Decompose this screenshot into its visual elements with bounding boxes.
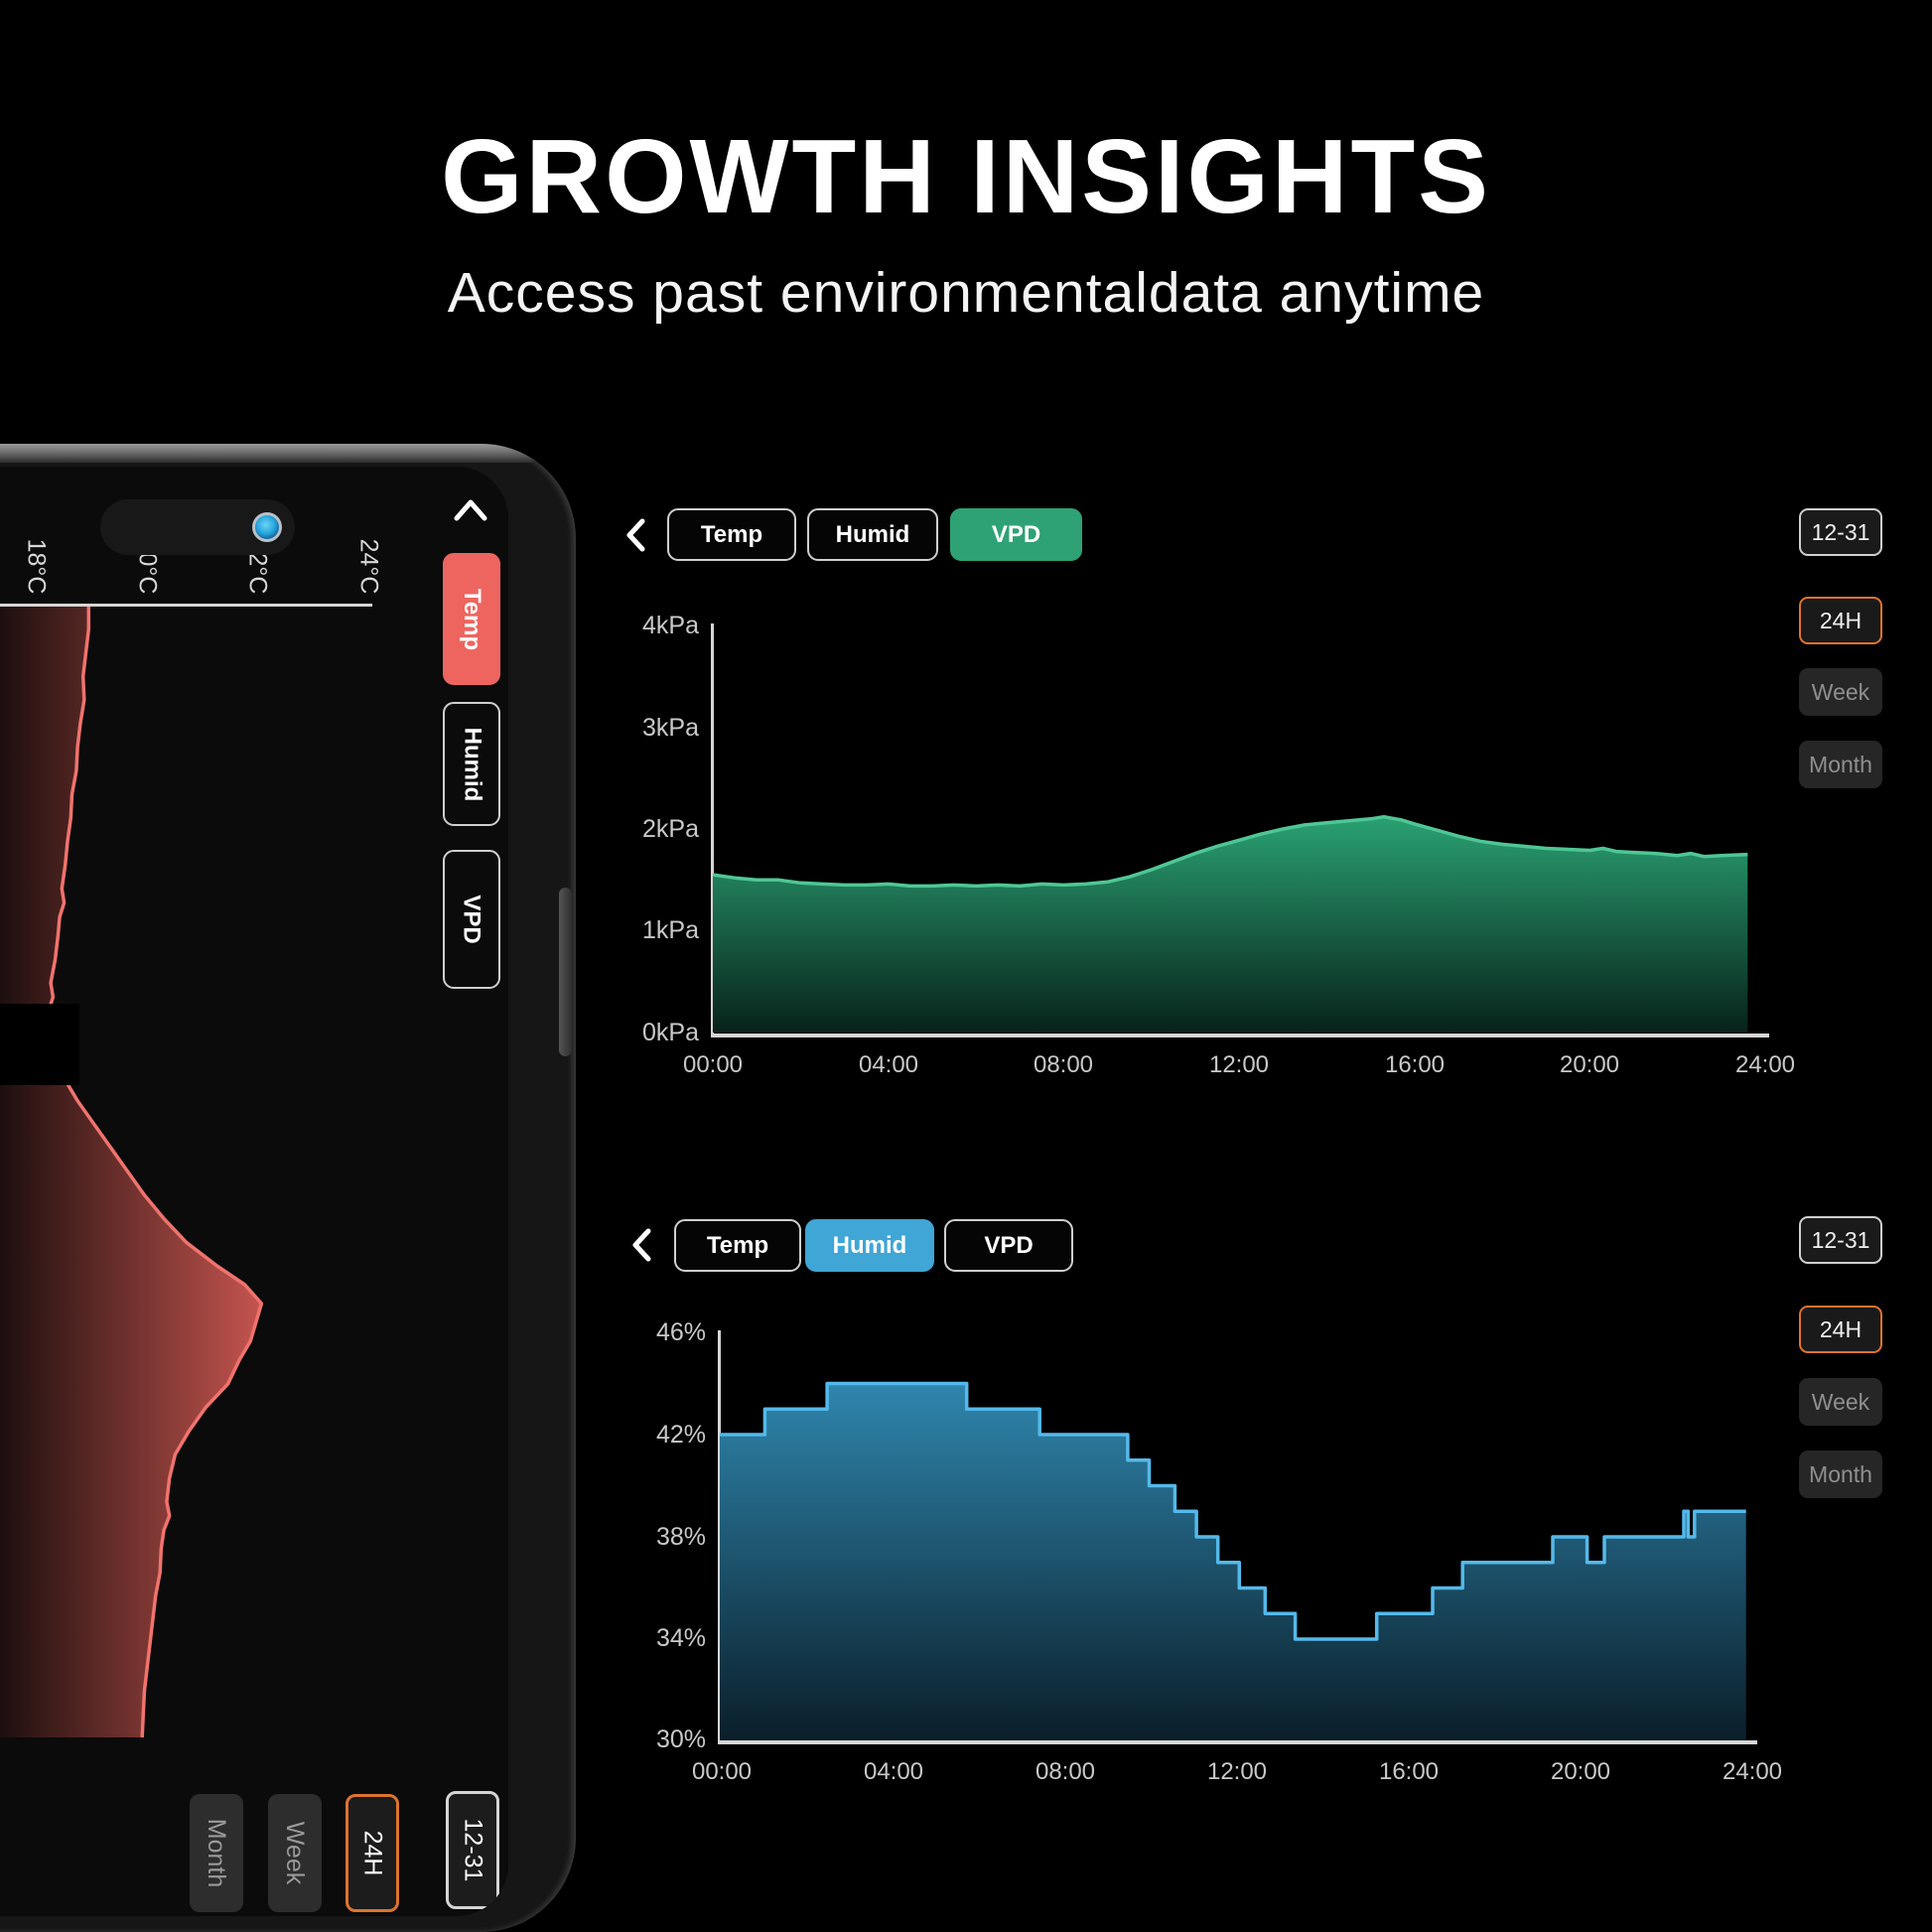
tab-temp-top[interactable]: Temp	[667, 508, 796, 561]
range-month-top-label: Month	[1809, 751, 1872, 777]
range-week-bottom-label: Week	[1811, 1388, 1870, 1415]
phone-range-24h-label: 24H	[358, 1830, 387, 1876]
x-tick: 24:00	[1734, 1051, 1796, 1078]
tab-vpd-top[interactable]: VPD	[950, 508, 1082, 561]
phone-range-date-label: 12-31	[459, 1818, 487, 1882]
x-tick: 24:00	[1722, 1758, 1783, 1785]
page-title: GROWTH INSIGHTS	[441, 118, 1491, 235]
x-tick: 04:00	[858, 1051, 919, 1078]
phone-tab-humid-label: Humid	[459, 727, 486, 801]
phone-tab-temp[interactable]: Temp	[443, 553, 500, 685]
x-tick: 08:00	[1035, 1758, 1096, 1785]
y-tick: 30%	[655, 1725, 706, 1753]
phone-range-date[interactable]: 12-31	[446, 1791, 499, 1909]
y-tick: 3kPa	[642, 714, 699, 742]
phone-range-month[interactable]: Month	[190, 1794, 243, 1912]
phone-axis-line	[0, 604, 372, 607]
range-week-top-label: Week	[1811, 678, 1870, 705]
y-tick: 4kPa	[642, 612, 699, 639]
page-subtitle: Access past environmentaldata anytime	[447, 261, 1485, 325]
phone-mockup: 18°C 20°C 22°C 24°C Temp Humid VPD	[0, 444, 576, 1932]
phone-range-week-label: Week	[281, 1821, 310, 1885]
range-24h-bottom-label: 24H	[1819, 1315, 1863, 1342]
tab-temp-top-label: Temp	[700, 520, 763, 548]
x-tick: 12:00	[1206, 1758, 1268, 1785]
x-tick: 16:00	[1384, 1051, 1446, 1078]
x-tick: 08:00	[1033, 1051, 1094, 1078]
phone-range-24h[interactable]: 24H	[345, 1794, 399, 1912]
redacted-box	[0, 1004, 79, 1085]
y-tick: 0kPa	[642, 1019, 699, 1046]
range-month-bottom[interactable]: Month	[1799, 1450, 1882, 1498]
phone-screen: 18°C 20°C 22°C 24°C Temp Humid VPD	[0, 467, 508, 1916]
vpd-chart	[713, 814, 1748, 1033]
chevron-up-icon[interactable]	[453, 496, 488, 522]
y-tick: 34%	[655, 1624, 706, 1652]
phone-range-month-label: Month	[203, 1818, 231, 1888]
back-chevron-icon[interactable]	[623, 517, 647, 553]
x-tick: 20:00	[1550, 1758, 1611, 1785]
back-chevron-icon[interactable]	[629, 1227, 653, 1263]
phone-temp-chart	[0, 606, 264, 1737]
tab-vpd-top-label: VPD	[991, 520, 1041, 548]
tab-humid-top[interactable]: Humid	[807, 508, 938, 561]
tab-humid-bottom-label: Humid	[832, 1231, 907, 1259]
phone-tab-humid[interactable]: Humid	[443, 702, 500, 826]
x-axis-line	[711, 1034, 1769, 1037]
phone-range-week[interactable]: Week	[268, 1794, 322, 1912]
y-tick: 42%	[655, 1421, 706, 1449]
y-tick: 46%	[655, 1318, 706, 1346]
dynamic-island	[100, 499, 295, 555]
tab-humid-top-label: Humid	[835, 520, 910, 548]
x-tick: 20:00	[1559, 1051, 1620, 1078]
range-24h-top-label: 24H	[1819, 607, 1863, 633]
y-axis-line	[718, 1330, 721, 1744]
range-month-top[interactable]: Month	[1799, 741, 1882, 788]
y-tick: 1kPa	[642, 916, 699, 944]
y-axis-line	[711, 623, 714, 1036]
x-tick: 04:00	[863, 1758, 924, 1785]
tab-vpd-bottom-label: VPD	[984, 1231, 1034, 1259]
y-tick: 2kPa	[642, 815, 699, 843]
tab-vpd-bottom[interactable]: VPD	[944, 1219, 1073, 1272]
range-24h-bottom[interactable]: 24H	[1799, 1306, 1882, 1353]
range-date-top-label: 12-31	[1811, 518, 1870, 545]
tab-temp-bottom[interactable]: Temp	[674, 1219, 801, 1272]
range-24h-top[interactable]: 24H	[1799, 597, 1882, 644]
range-month-bottom-label: Month	[1809, 1460, 1872, 1487]
phone-temp-tick: 18°C	[22, 538, 51, 595]
range-week-bottom[interactable]: Week	[1799, 1378, 1882, 1426]
camera-icon	[252, 512, 282, 542]
x-tick: 16:00	[1378, 1758, 1440, 1785]
phone-tab-temp-label: Temp	[459, 588, 486, 650]
humid-chart	[720, 1381, 1746, 1741]
phone-tab-vpd-label: VPD	[458, 895, 485, 944]
tab-humid-bottom[interactable]: Humid	[805, 1219, 934, 1272]
x-axis-line	[718, 1740, 1757, 1744]
range-date-top[interactable]: 12-31	[1799, 508, 1882, 556]
range-week-top[interactable]: Week	[1799, 668, 1882, 716]
x-tick: 00:00	[691, 1758, 753, 1785]
y-tick: 38%	[655, 1523, 706, 1551]
x-tick: 12:00	[1208, 1051, 1270, 1078]
range-date-bottom-label: 12-31	[1811, 1226, 1870, 1253]
tab-temp-bottom-label: Temp	[706, 1231, 769, 1259]
phone-tab-vpd[interactable]: VPD	[443, 850, 500, 989]
x-tick: 00:00	[682, 1051, 744, 1078]
phone-side-button	[559, 888, 572, 1056]
phone-temp-tick: 24°C	[354, 538, 383, 595]
phone-top-edge	[0, 444, 576, 463]
range-date-bottom[interactable]: 12-31	[1799, 1216, 1882, 1264]
